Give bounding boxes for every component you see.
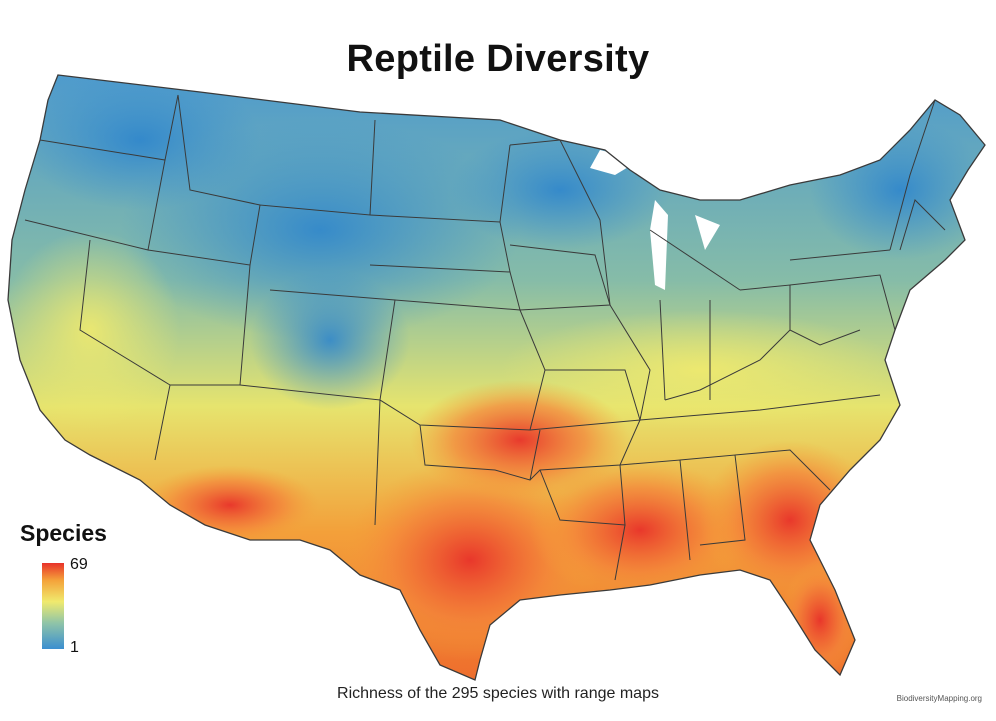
credit-text: BiodiversityMapping.org bbox=[896, 694, 982, 703]
map-title: Reptile Diversity bbox=[346, 38, 650, 80]
great-lakes bbox=[590, 150, 720, 290]
richness-surface bbox=[8, 75, 985, 680]
legend-title: Species bbox=[20, 520, 107, 546]
legend-min-label: 1 bbox=[70, 639, 79, 656]
legend-color-bar bbox=[42, 563, 64, 649]
state-borders bbox=[7, 74, 986, 681]
map-caption: Richness of the 295 species with range m… bbox=[337, 685, 659, 702]
legend-max-label: 69 bbox=[70, 556, 88, 573]
